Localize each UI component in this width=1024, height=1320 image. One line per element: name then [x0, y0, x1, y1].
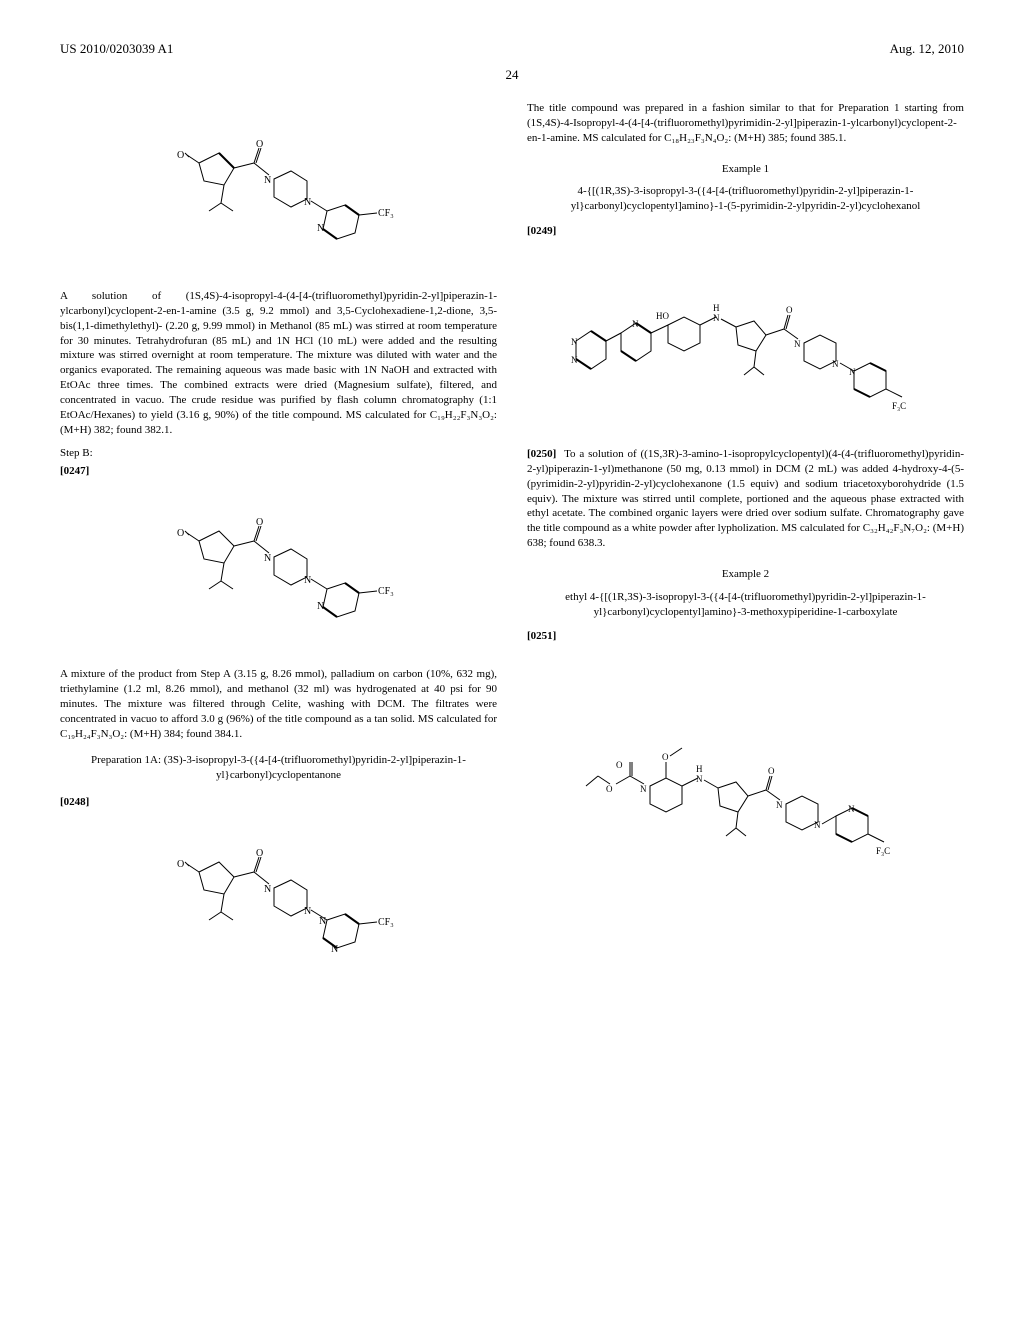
- chemical-structure-1: O O N N: [60, 113, 497, 273]
- svg-text:O: O: [662, 752, 669, 762]
- svg-text:N: N: [264, 884, 271, 895]
- paragraph-body: To a solution of ((1S,3R)-3-amino-1-isop…: [527, 448, 964, 549]
- svg-text:N: N: [832, 359, 839, 369]
- page-number: 24: [60, 66, 964, 84]
- paragraph-number: [0249]: [527, 224, 964, 239]
- paragraph-number: [0247]: [60, 464, 497, 479]
- paragraph-number: [0251]: [527, 629, 964, 644]
- paragraph-text: A solution of (1S,4S)-4-isopropyl-4-(4-[…: [60, 289, 497, 437]
- svg-text:N: N: [304, 575, 311, 586]
- svg-text:N: N: [317, 223, 324, 234]
- chemical-structure-2: O O N N N: [60, 491, 497, 651]
- svg-text:N: N: [571, 355, 578, 365]
- svg-text:N: N: [304, 906, 311, 917]
- svg-text:N: N: [849, 367, 856, 377]
- patent-number: US 2010/0203039 A1: [60, 40, 173, 58]
- chemical-structure-5: O O N O H N: [527, 656, 964, 856]
- svg-text:CF₃: CF₃: [378, 208, 394, 219]
- svg-text:N: N: [264, 175, 271, 186]
- svg-text:N: N: [794, 339, 801, 349]
- chemical-structure-3: O O N N N: [60, 822, 497, 982]
- svg-text:O: O: [616, 760, 623, 770]
- paragraph-number-inline: [0250]: [527, 448, 556, 460]
- svg-text:N: N: [264, 553, 271, 564]
- svg-text:H: H: [713, 303, 720, 313]
- svg-text:HO: HO: [656, 311, 669, 321]
- svg-text:O: O: [177, 150, 184, 161]
- svg-text:CF₃: CF₃: [378, 586, 394, 597]
- svg-text:N: N: [776, 800, 783, 810]
- svg-text:O: O: [177, 528, 184, 539]
- svg-text:O: O: [177, 859, 184, 870]
- svg-text:F₃C: F₃C: [876, 846, 890, 856]
- svg-text:N: N: [319, 916, 326, 927]
- svg-text:O: O: [256, 848, 263, 859]
- chemical-structure-4: N N N HO H N: [527, 251, 964, 431]
- svg-text:O: O: [768, 766, 775, 776]
- paragraph-number: [0248]: [60, 795, 497, 810]
- svg-text:N: N: [571, 337, 578, 347]
- compound-name: 4-{[(1R,3S)-3-isopropyl-3-({4-[4-(triflu…: [527, 184, 964, 214]
- svg-text:O: O: [606, 784, 613, 794]
- example-label: Example 2: [527, 567, 964, 582]
- paragraph-text: A mixture of the product from Step A (3.…: [60, 667, 497, 741]
- example-label: Example 1: [527, 162, 964, 177]
- two-column-layout: O O N N: [60, 101, 964, 998]
- svg-text:N: N: [640, 784, 647, 794]
- page-header: US 2010/0203039 A1 Aug. 12, 2010: [60, 40, 964, 58]
- svg-text:N: N: [632, 319, 639, 329]
- svg-text:N: N: [814, 820, 821, 830]
- svg-text:O: O: [256, 139, 263, 150]
- svg-text:N: N: [331, 944, 338, 955]
- svg-text:H: H: [696, 764, 703, 774]
- svg-text:N: N: [848, 804, 855, 814]
- svg-text:N: N: [317, 601, 324, 612]
- svg-text:N: N: [696, 774, 703, 784]
- paragraph-text: The title compound was prepared in a fas…: [527, 101, 964, 146]
- preparation-title: Preparation 1A: (3S)-3-isopropyl-3-({4-[…: [60, 753, 497, 783]
- compound-name: ethyl 4-{[(1R,3S)-3-isopropyl-3-({4-[4-(…: [527, 590, 964, 620]
- svg-text:O: O: [256, 517, 263, 528]
- svg-text:N: N: [713, 313, 720, 323]
- svg-text:O: O: [786, 305, 793, 315]
- patent-date: Aug. 12, 2010: [890, 40, 964, 58]
- svg-text:F₃C: F₃C: [892, 401, 906, 411]
- svg-text:N: N: [304, 197, 311, 208]
- right-column: The title compound was prepared in a fas…: [527, 101, 964, 998]
- step-b-label: Step B:: [60, 446, 497, 461]
- svg-text:CF₃: CF₃: [378, 917, 394, 928]
- paragraph-text: [0250] To a solution of ((1S,3R)-3-amino…: [527, 447, 964, 551]
- left-column: O O N N: [60, 101, 497, 998]
